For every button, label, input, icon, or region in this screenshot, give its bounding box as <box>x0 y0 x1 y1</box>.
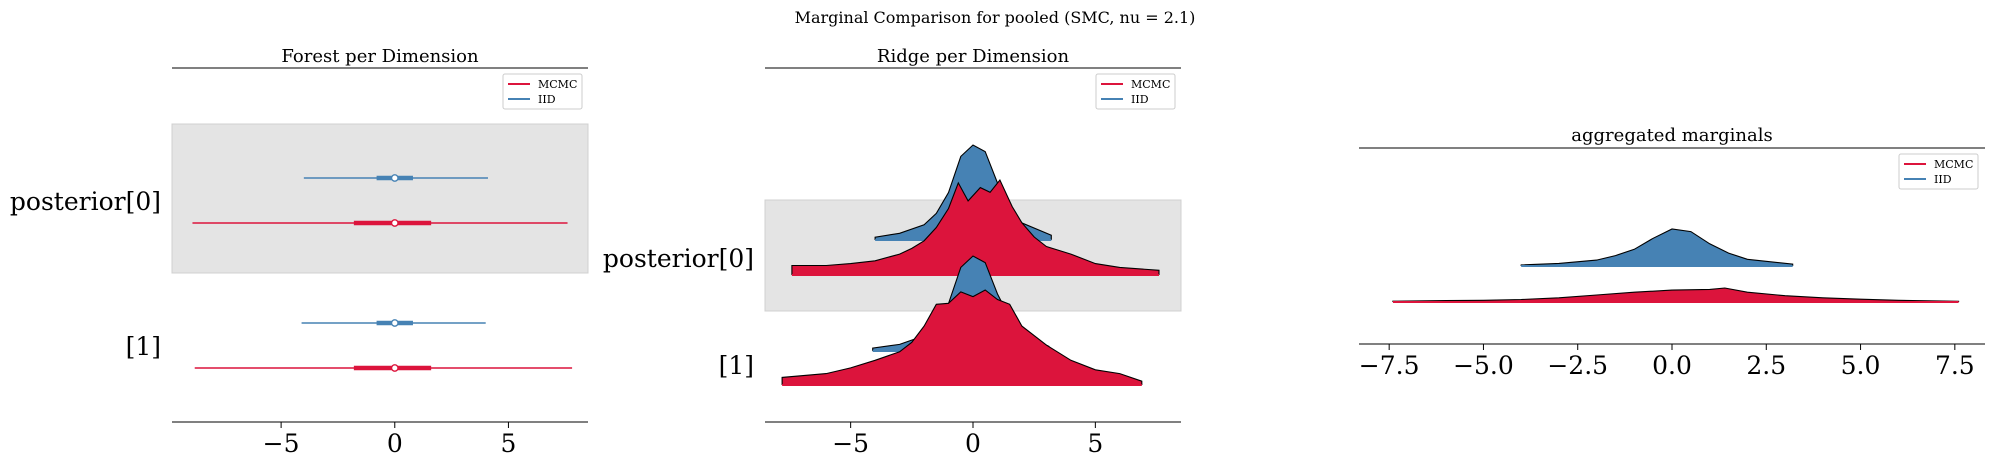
x-tick-label: 5 <box>500 429 516 458</box>
x-tick-label: 0.0 <box>1652 351 1692 380</box>
panel-2: Ridge per Dimension posterior[0] [1] −5 0 5 MC… <box>603 46 1182 458</box>
y-tick-label: [1] <box>126 332 161 361</box>
iid-median-point <box>390 174 399 182</box>
legend-mcmc-label: MCMC <box>1934 158 1973 171</box>
mcmc-ridge-outline <box>781 289 1143 386</box>
x-tick-label: −5 <box>263 429 300 458</box>
legend-mcmc-label: MCMC <box>538 78 577 91</box>
legend-iid-label: IID <box>1934 173 1952 186</box>
mcmc-ridge-fill <box>782 290 1142 385</box>
y-tick-label: [1] <box>719 351 754 380</box>
x-tick-label: −5 <box>832 429 869 458</box>
panels: Forest per Dimension posterior[0] [1] −5 0 5 M… <box>10 46 1985 458</box>
mcmc-median-point <box>390 364 399 372</box>
iid-median-point <box>390 319 399 327</box>
x-tick-label: 7.5 <box>1935 351 1975 380</box>
legend-box <box>502 73 583 110</box>
legend-box <box>1095 73 1176 110</box>
legend-iid-label: IID <box>538 93 556 106</box>
x-tick-label: −7.5 <box>1359 351 1420 380</box>
x-tick-label: −2.5 <box>1547 351 1608 380</box>
iid-ridge-fill <box>1521 229 1793 266</box>
mcmc-ridge-fill <box>791 180 1159 275</box>
iid-ridge-outline <box>1520 228 1794 267</box>
mcmc-ridge-outline <box>1392 287 1960 303</box>
x-tick-label: −5.0 <box>1453 351 1514 380</box>
panel-1: Forest per Dimension posterior[0] [1] −5 0 5 M… <box>10 46 589 458</box>
panel-title: Ridge per Dimension <box>877 46 1070 67</box>
legend-box <box>1898 153 1979 190</box>
y-tick-label: posterior[0] <box>10 187 161 216</box>
mcmc-ridge-fill <box>1392 288 1959 302</box>
x-tick-label: 0 <box>387 429 403 458</box>
x-tick-label: 2.5 <box>1746 351 1786 380</box>
panel-title: Forest per Dimension <box>281 46 479 67</box>
legend-mcmc-label: MCMC <box>1131 78 1170 91</box>
row-band <box>171 123 589 274</box>
x-tick-label: 0 <box>965 429 981 458</box>
panel-3: aggregated marginals −7.5 −5.0 −2.5 0.0 2.5 5.… <box>1359 125 1985 380</box>
panel-title: aggregated marginals <box>1571 125 1772 146</box>
x-tick-label: 5 <box>1087 429 1103 458</box>
mcmc-median-point <box>390 219 399 227</box>
x-tick-label: 5.0 <box>1841 351 1881 380</box>
legend-iid-label: IID <box>1131 93 1149 106</box>
figure-title: Marginal Comparison for pooled (SMC, nu … <box>795 8 1196 27</box>
y-tick-label: posterior[0] <box>603 244 754 273</box>
mcmc-ridge-outline <box>791 178 1160 276</box>
